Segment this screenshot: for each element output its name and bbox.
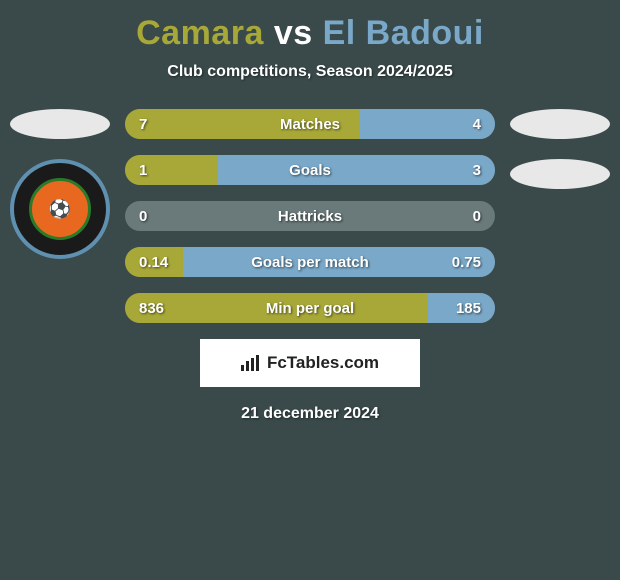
season-subtitle: Club competitions, Season 2024/2025: [0, 63, 620, 81]
stat-label: Min per goal: [125, 293, 495, 323]
chart-icon: [241, 355, 261, 371]
fctables-watermark[interactable]: FcTables.com: [200, 339, 420, 387]
stat-value-left: 1: [139, 155, 147, 185]
stat-row: Hattricks0 0: [125, 201, 495, 231]
stat-value-left: 0: [139, 201, 147, 231]
left-player-column: ⚽: [5, 109, 115, 259]
club-logo-inner: ⚽: [29, 178, 91, 240]
stat-value-left: 836: [139, 293, 164, 323]
comparison-date: 21 december 2024: [0, 405, 620, 423]
right-player-column: [505, 109, 615, 209]
stat-label: Matches: [125, 109, 495, 139]
stat-value-left: 7: [139, 109, 147, 139]
stat-row: Goals1 3: [125, 155, 495, 185]
soccer-ball-icon: ⚽: [40, 189, 80, 229]
player2-badge-ellipse-1: [510, 109, 610, 139]
stats-bars: Matches7 4 Goals1 3 Hattricks0 0 Goals per mat…: [125, 109, 495, 323]
stat-label: Goals: [125, 155, 495, 185]
stat-label: Hattricks: [125, 201, 495, 231]
stat-row: Min per goal836 185: [125, 293, 495, 323]
stat-value-left: 0.14: [139, 247, 168, 277]
stat-label: Goals per match: [125, 247, 495, 277]
player2-badge-ellipse-2: [510, 159, 610, 189]
comparison-title: Camara vs El Badoui: [0, 0, 620, 53]
player1-club-logo: ⚽: [10, 159, 110, 259]
player1-badge-ellipse: [10, 109, 110, 139]
stat-value-right: 0: [473, 201, 481, 231]
stat-value-right: 3: [473, 155, 481, 185]
player2-name: El Badoui: [323, 14, 484, 52]
player1-name: Camara: [136, 14, 264, 52]
stat-value-right: 4: [473, 109, 481, 139]
stat-value-right: 0.75: [452, 247, 481, 277]
stat-row: Goals per match0.14 0.75: [125, 247, 495, 277]
stat-row: Matches7 4: [125, 109, 495, 139]
stat-value-right: 185: [456, 293, 481, 323]
watermark-text: FcTables.com: [267, 353, 379, 373]
vs-text: vs: [274, 14, 313, 52]
comparison-content: ⚽ Matches7 4 Goals1 3 Hattricks0 0 Goals per m…: [0, 109, 620, 423]
